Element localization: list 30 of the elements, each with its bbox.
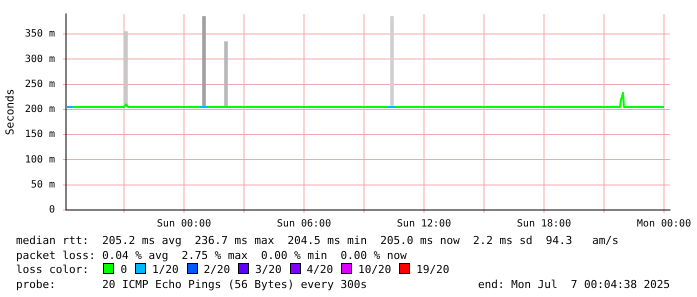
legend-label: 0 — [120, 263, 128, 276]
y-tick-label: 350 m — [24, 28, 55, 40]
y-tick-label: 0 — [48, 204, 55, 216]
text: probe: 20 ICMP Echo Pings (56 Bytes) every 300s — [16, 278, 367, 290]
text: end: Mon Jul 7 00:04:38 2025 — [478, 278, 670, 290]
x-tick-label: Sun 12:00 — [396, 218, 452, 230]
text: median rtt: 205.2 ms avg 236.7 ms max 204.5 ms min 205.0 ms now 2.2 ms sd 94.3 am/s — [16, 234, 619, 247]
y-tick-label: 50 m — [30, 179, 55, 190]
bar — [124, 31, 128, 108]
legend-label: 19/20 — [416, 263, 450, 276]
legend-label: 10/20 — [358, 263, 392, 276]
x-tick-label: Sun 18:00 — [516, 218, 572, 230]
legend-label: 1/20 — [152, 263, 179, 276]
x-tick-label: Mon 00:00 — [636, 218, 692, 230]
x-tick-label: Sun 00:00 — [156, 218, 212, 230]
y-tick-label: 250 m — [24, 78, 55, 90]
legend-title: loss color: — [16, 263, 90, 276]
bar — [224, 41, 228, 108]
legend-label: 3/20 — [255, 263, 282, 276]
text: packet loss: 0.04 % avg 2.75 % max 0.00 % min 0.00 % now — [16, 248, 407, 262]
y-tick-label: 200 m — [24, 104, 55, 116]
x-tick-label: Sun 06:00 — [276, 218, 332, 230]
y-tick-label: 100 m — [24, 154, 55, 166]
y-axis-title: Seconds — [3, 88, 16, 136]
y-tick-label: 150 m — [24, 129, 55, 140]
y-tick-label: 300 m — [24, 54, 55, 65]
bar — [202, 16, 206, 108]
bar — [390, 16, 394, 108]
legend-label: 2/20 — [204, 263, 230, 276]
legend-label: 4/20 — [306, 263, 334, 276]
